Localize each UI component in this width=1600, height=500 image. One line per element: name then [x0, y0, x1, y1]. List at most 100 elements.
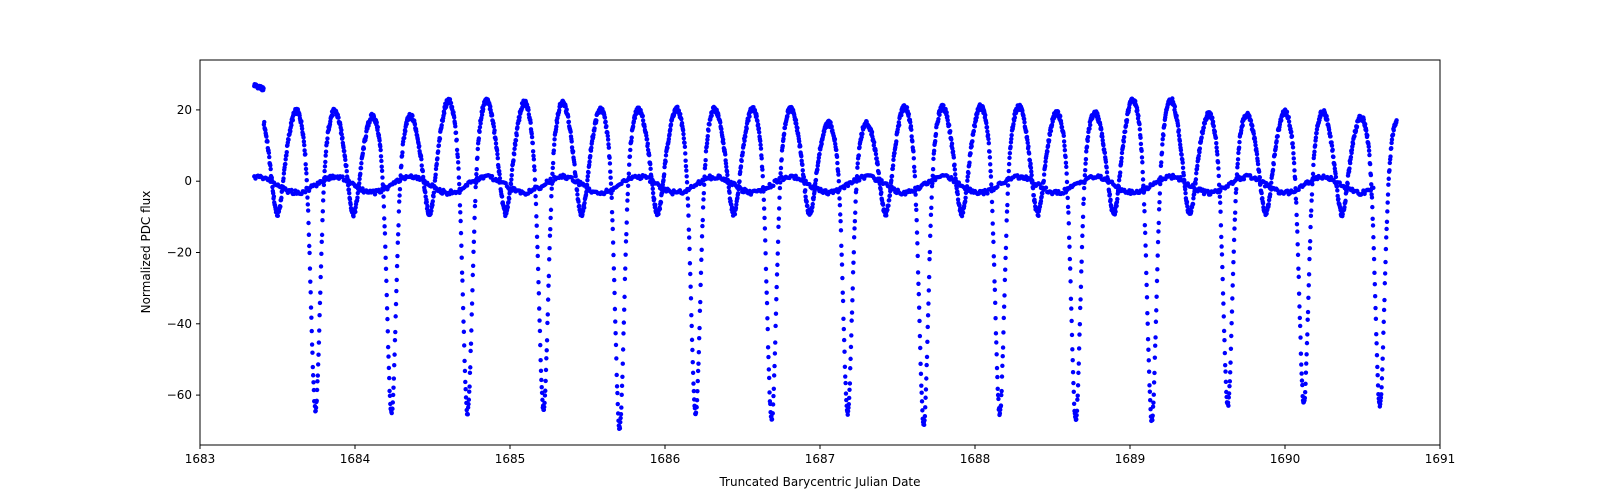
- data-point: [1379, 392, 1384, 397]
- data-point: [936, 116, 941, 122]
- data-point: [1146, 347, 1151, 352]
- data-point: [706, 128, 711, 133]
- data-point: [842, 186, 847, 191]
- data-point: [1081, 185, 1087, 191]
- data-point: [742, 138, 747, 143]
- data-point: [985, 132, 991, 138]
- data-point: [969, 144, 974, 149]
- data-point: [642, 124, 647, 129]
- data-point: [289, 122, 294, 128]
- data-point: [336, 115, 341, 120]
- data-point: [454, 137, 459, 143]
- data-point: [627, 154, 633, 159]
- data-point: [665, 145, 670, 151]
- data-point: [1378, 398, 1383, 404]
- data-point: [1083, 161, 1088, 166]
- data-point: [775, 251, 780, 256]
- data-point: [993, 300, 998, 306]
- data-point: [924, 354, 930, 360]
- data-point: [763, 266, 769, 272]
- data-point: [459, 255, 464, 260]
- data-point: [879, 178, 884, 183]
- data-point: [850, 298, 855, 303]
- data-point: [798, 144, 803, 149]
- data-point: [875, 162, 880, 167]
- data-point: [1143, 243, 1148, 248]
- data-point: [489, 113, 495, 118]
- data-point: [1383, 246, 1389, 252]
- data-point: [1236, 145, 1242, 150]
- data-point: [544, 348, 549, 353]
- data-point: [470, 272, 475, 278]
- data-point: [1379, 376, 1385, 381]
- data-point: [703, 149, 709, 154]
- data-point: [1119, 159, 1124, 164]
- data-point: [548, 215, 553, 221]
- data-point: [1384, 219, 1390, 225]
- data-point: [1349, 147, 1355, 153]
- data-point: [1367, 161, 1373, 167]
- data-point: [417, 143, 422, 149]
- data-point: [924, 376, 929, 381]
- data-point: [799, 153, 804, 159]
- data-point: [439, 123, 444, 128]
- data-point: [1028, 165, 1034, 170]
- data-point: [683, 151, 688, 156]
- data-point: [537, 318, 542, 323]
- data-point: [493, 141, 499, 146]
- data-point: [419, 163, 424, 168]
- data-point: [538, 357, 543, 363]
- y-tick-label: −20: [167, 246, 192, 260]
- data-point: [1100, 138, 1105, 143]
- data-point: [675, 104, 680, 109]
- data-point: [1354, 124, 1360, 129]
- data-point: [990, 208, 995, 214]
- data-point: [965, 178, 970, 183]
- data-point: [1069, 332, 1075, 338]
- data-point: [912, 169, 917, 174]
- data-point: [1177, 138, 1183, 144]
- data-point: [544, 338, 550, 343]
- data-point: [1138, 141, 1144, 147]
- y-axis-label: Normalized PDC flux: [139, 191, 153, 314]
- data-point: [547, 246, 552, 251]
- data-point: [1381, 307, 1387, 313]
- data-point: [557, 108, 562, 113]
- data-point: [698, 299, 703, 305]
- data-point: [1159, 160, 1164, 165]
- data-point: [952, 162, 957, 167]
- data-point: [1194, 171, 1199, 176]
- data-point: [1070, 347, 1075, 352]
- data-point: [1147, 383, 1152, 388]
- data-point: [618, 415, 623, 421]
- data-point: [278, 204, 283, 209]
- data-point: [764, 279, 769, 284]
- data-point: [321, 190, 326, 195]
- data-point: [608, 169, 613, 174]
- data-point: [1306, 283, 1311, 288]
- data-point: [314, 398, 319, 403]
- data-point: [306, 220, 311, 226]
- data-point: [764, 300, 770, 306]
- data-point: [378, 147, 383, 153]
- data-point: [1005, 191, 1010, 196]
- data-point: [855, 165, 860, 170]
- data-point: [1296, 274, 1301, 280]
- data-point: [766, 367, 772, 372]
- data-point: [1071, 401, 1077, 406]
- data-point: [695, 378, 700, 384]
- data-point: [1221, 314, 1226, 319]
- data-point: [546, 283, 551, 288]
- data-point: [420, 168, 425, 174]
- data-point: [324, 140, 330, 145]
- data-point: [470, 288, 475, 293]
- data-point: [698, 282, 703, 288]
- data-point: [290, 117, 296, 123]
- data-point: [479, 112, 485, 118]
- x-tick-label: 1689: [1115, 452, 1146, 466]
- data-point: [419, 156, 424, 162]
- data-point: [1383, 259, 1388, 265]
- data-point: [765, 345, 771, 350]
- data-point: [1002, 293, 1007, 298]
- data-point: [323, 153, 328, 158]
